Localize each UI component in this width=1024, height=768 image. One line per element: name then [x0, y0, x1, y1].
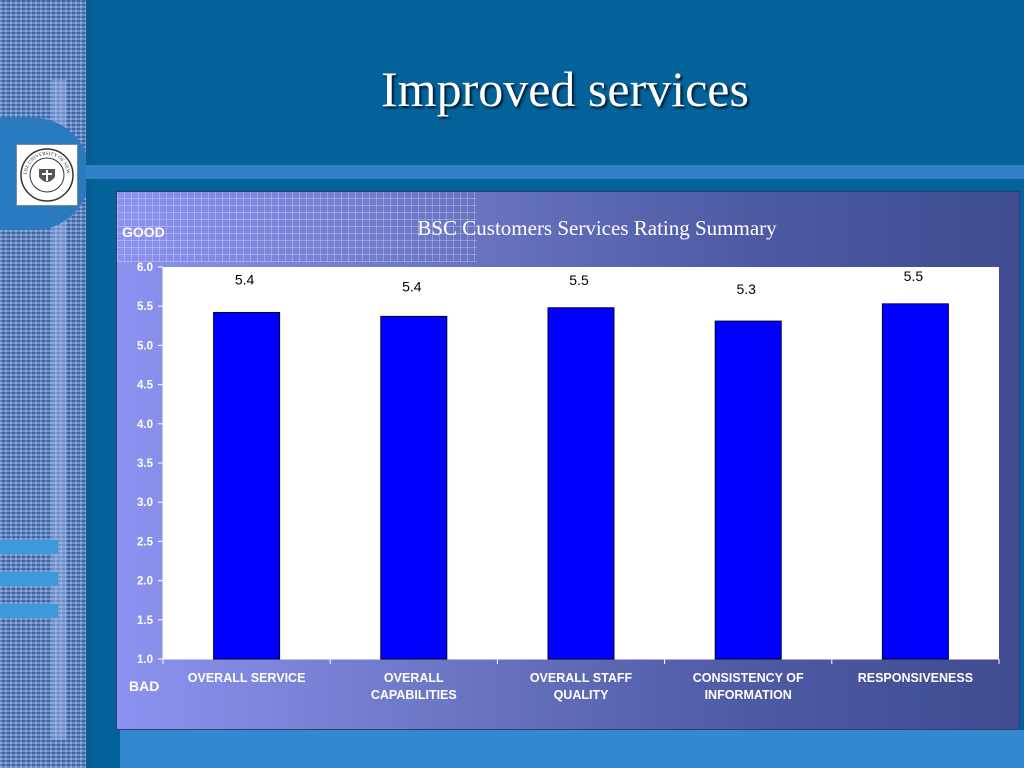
decorative-bar: [0, 540, 58, 554]
y-tick-label: 2.0: [137, 576, 153, 588]
bar: [380, 315, 448, 660]
title-divider-band: [86, 165, 1024, 179]
university-seal-logo: THE UNIVERSITY OF NEW HAMPSHIRE 1923: [15, 142, 78, 206]
category-label: OVERALL: [384, 671, 444, 685]
y-tick-label: 5.5: [137, 301, 154, 313]
data-label: 5.5: [569, 272, 589, 288]
bad-label: BAD: [129, 678, 160, 694]
y-tick-label: 4.5: [137, 380, 154, 392]
decorative-bar: [0, 604, 58, 618]
bar: [213, 311, 281, 660]
chart-title: BSC Customers Services Rating Summary: [417, 216, 777, 240]
category-label: RESPONSIVENESS: [858, 671, 973, 685]
category-label: CAPABILITIES: [371, 688, 457, 702]
edge-line: [86, 0, 92, 768]
bottom-band: [120, 730, 1024, 768]
y-tick-label: 5.0: [137, 340, 153, 352]
data-label: 5.3: [736, 281, 756, 297]
bar: [547, 307, 615, 660]
y-tick-label: 6.0: [137, 262, 153, 274]
decorative-bar: [0, 572, 58, 586]
slide-title: Improved services: [381, 61, 749, 117]
bar-chart: 1.0 1.5 2.0 2.5 3.0 3.5 4.0 4.5 5.0 5.5 6.0 5.4 OVER…: [137, 262, 1000, 702]
bar: [881, 303, 949, 660]
good-label: GOOD: [122, 224, 165, 240]
y-tick-label: 4.0: [137, 419, 153, 431]
y-tick-label: 3.5: [137, 458, 154, 470]
category-label: OVERALL STAFF: [530, 671, 633, 685]
data-label: 5.5: [904, 268, 924, 284]
category-label: QUALITY: [554, 688, 610, 702]
y-tick-label: 1.5: [137, 615, 154, 627]
y-tick-label: 2.5: [137, 536, 154, 548]
y-tick-label: 3.0: [137, 497, 153, 509]
y-tick-label: 1.0: [137, 654, 153, 666]
panel-decoration: [117, 192, 477, 262]
chart-panel: BSC Customers Services Rating Summary GO…: [116, 191, 1020, 730]
data-label: 5.4: [235, 271, 255, 287]
decorative-texture-strip: [0, 0, 86, 768]
category-label: CONSISTENCY OF: [693, 671, 804, 685]
category-label: OVERALL SERVICE: [188, 671, 306, 685]
bar: [714, 320, 782, 660]
data-label: 5.4: [402, 278, 422, 294]
category-label: INFORMATION: [705, 688, 792, 702]
